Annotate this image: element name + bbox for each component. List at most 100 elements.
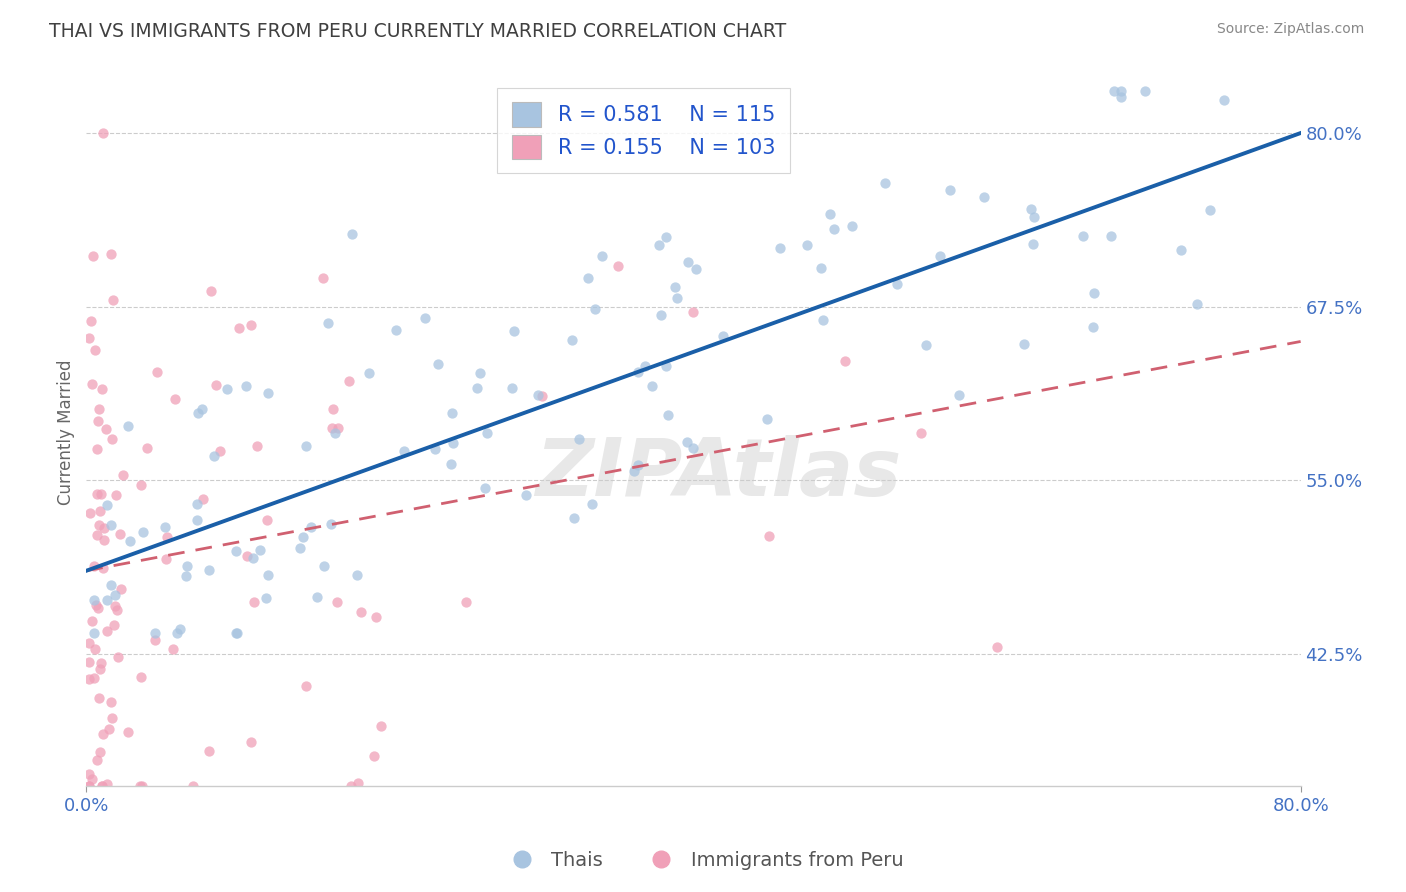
Point [676,255,699,269]
Point [1102,84,1125,98]
Point [79,331,101,345]
Legend: Thais, Immigrants from Peru: Thais, Immigrants from Peru [495,843,911,878]
Point [96,624,118,638]
Point [1083,286,1105,301]
Point [1133,84,1156,98]
Point [841,219,863,233]
Point [84,599,107,613]
Point [256,385,278,400]
Point [664,280,686,294]
Point [96,593,118,607]
Point [242,595,264,609]
Point [91,561,114,575]
Y-axis label: Currently Married: Currently Married [58,359,75,505]
Point [441,435,464,450]
Point [112,467,135,482]
Point [910,426,932,441]
Point [623,464,645,478]
Point [100,695,122,709]
Point [928,249,950,263]
Point [1071,229,1094,244]
Point [90,779,112,793]
Point [198,744,221,758]
Point [83,343,105,357]
Point [110,582,132,597]
Point [186,497,208,511]
Point [198,564,221,578]
Point [973,189,995,203]
Point [82,772,104,787]
Point [100,517,122,532]
Point [166,626,188,640]
Point [235,378,257,392]
Point [256,513,278,527]
Point [758,529,780,543]
Point [80,314,103,328]
Point [202,449,225,463]
Point [86,442,108,456]
Point [583,301,606,316]
Point [103,618,125,632]
Point [79,636,101,650]
Point [530,389,553,403]
Point [193,491,215,506]
Point [288,541,311,555]
Point [204,378,226,392]
Point [810,260,832,275]
Point [1170,243,1192,257]
Point [468,366,491,380]
Point [295,439,318,453]
Point [340,227,363,241]
Point [312,559,335,574]
Point [834,354,856,368]
Point [592,249,614,263]
Point [364,610,387,624]
Point [350,606,373,620]
Point [96,498,118,512]
Legend: R = 0.581    N = 115, R = 0.155    N = 103: R = 0.581 N = 115, R = 0.155 N = 103 [498,87,790,173]
Point [796,237,818,252]
Point [1109,84,1132,98]
Point [153,520,176,534]
Point [685,262,707,277]
Point [242,550,264,565]
Point [626,458,648,472]
Point [439,458,461,472]
Point [576,271,599,285]
Text: Source: ZipAtlas.com: Source: ZipAtlas.com [1216,22,1364,37]
Point [129,779,152,793]
Point [79,507,101,521]
Point [886,277,908,292]
Point [200,284,222,298]
Point [1022,210,1045,224]
Point [425,442,447,457]
Point [682,305,704,319]
Point [257,568,280,582]
Point [321,421,343,435]
Point [938,183,960,197]
Point [1014,337,1036,351]
Point [501,381,523,395]
Point [117,724,139,739]
Point [1019,202,1042,217]
Point [648,237,671,252]
Point [80,376,103,391]
Point [328,420,350,434]
Point [634,359,657,373]
Point [129,670,152,684]
Point [568,432,591,446]
Point [641,379,664,393]
Point [83,671,105,685]
Point [301,520,323,534]
Point [181,779,204,793]
Point [176,559,198,574]
Point [823,222,845,236]
Point [346,775,368,789]
Point [136,441,159,455]
Point [162,642,184,657]
Point [711,328,734,343]
Point [1213,93,1236,107]
Point [83,558,105,573]
Point [91,727,114,741]
Point [249,542,271,557]
